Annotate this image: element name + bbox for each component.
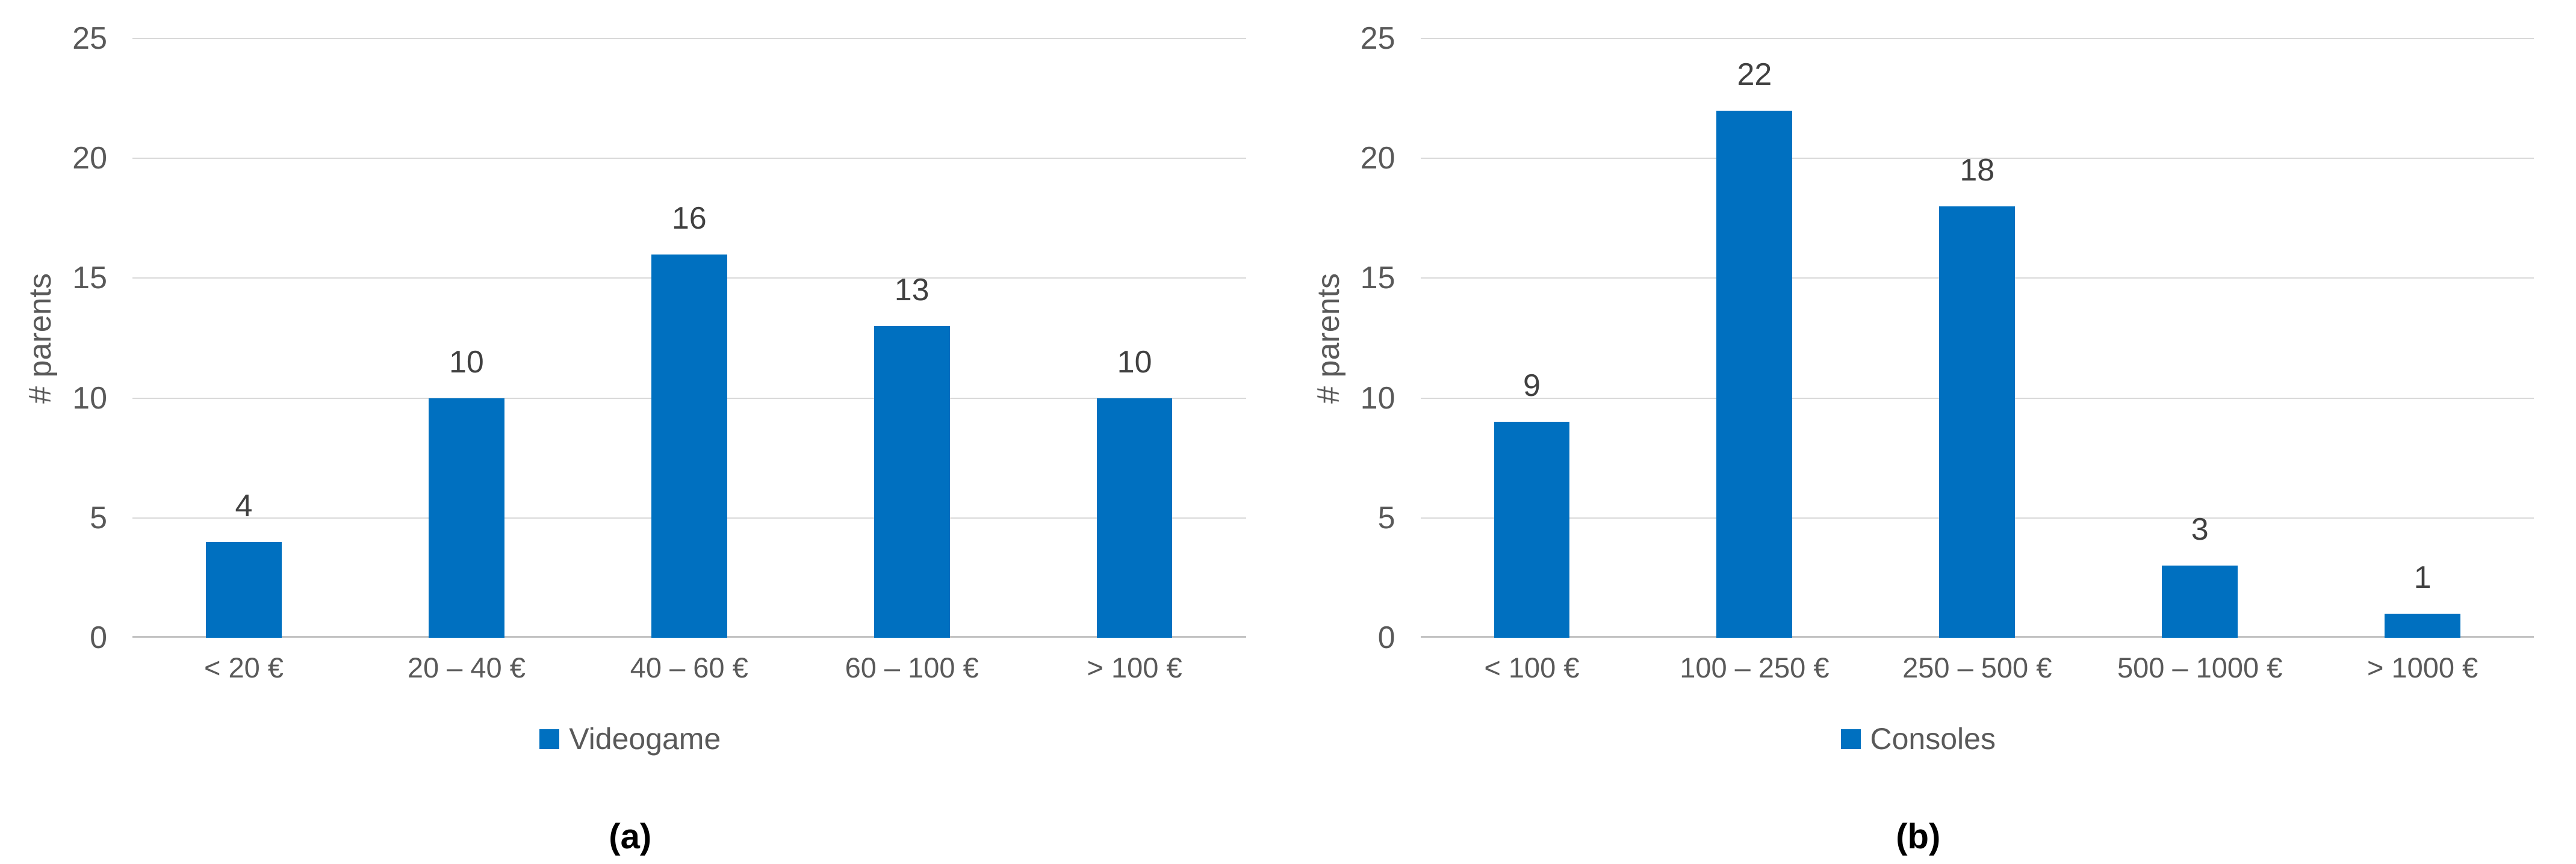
x-tick-label: 40 – 60 € [630,652,748,683]
plot-area-b: 9 22 18 3 1 [1420,38,2534,638]
bar-column: 18 [1866,39,2088,638]
bar-value-label: 10 [448,344,484,380]
bar-column: 10 [1023,39,1246,638]
x-tick-label: 60 – 100 € [845,652,979,683]
bar-value-label: 4 [235,488,253,523]
x-tick-label: 100 – 250 € [1680,652,1830,683]
bar-value-label: 18 [1960,152,1995,188]
bar-value-label: 1 [2413,560,2432,596]
y-tick-label: 0 [90,620,107,655]
bar-column: 4 [132,39,355,638]
bar-series: 9 22 18 3 1 [1421,39,2534,638]
bar [428,398,504,638]
x-tick-label: 20 – 40 € [407,652,526,683]
y-tick-label: 20 [72,141,107,176]
x-axis-category-labels: < 100 € 100 – 250 € 250 – 500 € 500 – 1000 … [1421,651,2534,684]
chart-panel-b: # parents 0 5 10 15 20 25 9 22 18 3 1 < 100 € 100 … [1288,0,2576,864]
y-axis-tick-labels: 0 5 10 15 20 25 [1355,23,1421,653]
y-axis-title-text: # parents [23,273,58,404]
bar-value-label: 22 [1737,57,1772,92]
x-tick-label: < 20 € [203,652,284,683]
bar [651,254,727,638]
y-axis-title: # parents [1303,39,1355,638]
bar-column: 13 [801,39,1023,638]
bar-column: 9 [1421,39,1643,638]
y-tick-label: 15 [72,261,107,296]
y-axis-title-text: # parents [1311,273,1346,404]
bar [206,542,282,638]
bar-column: 3 [2088,39,2311,638]
bar [874,326,950,638]
legend-label: Videogame [569,722,721,756]
legend-videogame: Videogame [14,721,1246,756]
y-tick-label: 5 [1377,500,1395,535]
bar [2162,566,2238,638]
y-axis-tick-labels: 0 5 10 15 20 25 [66,23,132,653]
legend-swatch-icon [1840,729,1861,749]
bar [1716,110,1793,638]
bar-series: 4 10 16 13 10 [132,39,1246,638]
legend-swatch-icon [539,729,560,749]
y-tick-label: 10 [1360,380,1395,416]
bar [1096,398,1173,638]
chart-area-b: # parents 0 5 10 15 20 25 9 22 18 3 1 [1303,23,2534,653]
y-axis-title: # parents [14,39,66,638]
y-tick-label: 15 [1360,261,1395,296]
x-tick-label: < 100 € [1484,652,1580,683]
panel-caption-a: (a) [609,817,652,856]
y-tick-label: 5 [90,500,107,535]
bar-value-label: 3 [2191,512,2209,548]
y-tick-label: 20 [1360,141,1395,176]
bar-column: 10 [355,39,578,638]
x-tick-label: > 100 € [1087,652,1182,683]
x-tick-label: > 1000 € [2367,652,2478,683]
gridline [132,158,1246,159]
y-tick-label: 25 [72,21,107,56]
bar [1494,422,1570,638]
plot-area-a: 4 10 16 13 10 [132,38,1246,638]
bar-column: 1 [2311,39,2534,638]
x-tick-label: 500 – 1000 € [2117,652,2283,683]
y-tick-label: 25 [1360,21,1395,56]
y-tick-label: 0 [1377,620,1395,655]
gridline [1420,38,2534,39]
bar [1939,206,2016,638]
bar-value-label: 16 [671,200,707,236]
legend-consoles: Consoles [1303,721,2534,756]
bar-value-label: 9 [1522,368,1541,404]
bar-value-label: 10 [1117,344,1152,380]
legend-label: Consoles [1870,722,1996,756]
chart-panel-a: # parents 0 5 10 15 20 25 4 10 16 13 10 < 20 € 20 … [14,23,1246,856]
bar-column: 16 [578,39,801,638]
x-axis-category-labels: < 20 € 20 – 40 € 40 – 60 € 60 – 100 € > 100 … [132,651,1246,684]
gridline [132,38,1246,39]
chart-area-a: # parents 0 5 10 15 20 25 4 10 16 13 10 [14,23,1246,653]
bar-value-label: 13 [894,273,930,308]
gridline [1420,158,2534,159]
bar-column: 22 [1643,39,1866,638]
x-tick-label: 250 – 500 € [1902,652,2052,683]
y-tick-label: 10 [72,380,107,416]
panel-caption-b: (b) [1896,817,1941,856]
bar [2385,614,2460,638]
